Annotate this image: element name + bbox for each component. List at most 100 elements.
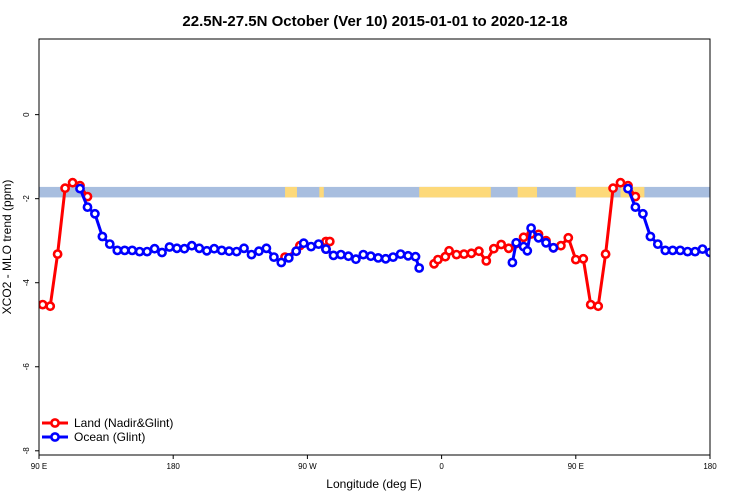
chart-title: 22.5N-27.5N October (Ver 10) 2015-01-01 … — [182, 13, 567, 30]
data-point — [682, 246, 693, 257]
data-point — [164, 242, 175, 252]
data-point — [157, 247, 167, 258]
data-point — [473, 246, 484, 257]
data-point — [373, 252, 384, 263]
data-point — [90, 208, 100, 219]
data-point — [335, 249, 346, 260]
data-point — [365, 251, 376, 262]
x-tick-label: 180 — [167, 462, 181, 471]
x-tick-label: 90 E — [31, 462, 47, 471]
data-point — [533, 232, 544, 243]
data-point — [179, 243, 190, 254]
x-tick-label: 90 E — [568, 462, 584, 471]
data-point — [253, 246, 264, 257]
data-point — [705, 247, 710, 258]
data-point — [388, 252, 398, 262]
series-line — [42, 181, 89, 308]
data-point — [104, 239, 115, 249]
series-ocean — [75, 183, 710, 273]
data-point — [395, 249, 406, 259]
y-tick-label: -4 — [22, 279, 31, 287]
data-point — [563, 232, 574, 243]
data-point — [171, 243, 182, 254]
data-point — [526, 223, 536, 233]
legend-label: Land (Nadir&Glint) — [74, 416, 173, 430]
map-land — [419, 186, 491, 198]
x-tick-label: 0 — [439, 462, 444, 471]
data-point — [149, 243, 160, 254]
data-point — [623, 183, 633, 194]
data-point — [444, 245, 454, 256]
series-line — [432, 181, 637, 308]
data-point — [556, 240, 566, 251]
data-point — [276, 257, 287, 268]
data-point — [578, 253, 589, 264]
data-point — [507, 257, 518, 268]
data-point — [608, 183, 618, 194]
data-point — [403, 250, 413, 261]
data-point — [246, 249, 257, 260]
data-point — [593, 301, 604, 312]
data-point — [488, 243, 499, 254]
legend-marker — [50, 418, 60, 428]
data-point — [313, 239, 324, 249]
data-point — [67, 177, 78, 188]
data-point — [216, 245, 227, 256]
map-land — [517, 186, 538, 198]
map-ocean — [39, 186, 710, 198]
data-point — [45, 301, 56, 312]
data-point — [630, 202, 641, 212]
data-point — [481, 255, 492, 266]
data-point — [127, 245, 138, 256]
data-point — [261, 243, 272, 254]
data-point — [134, 246, 145, 257]
data-point — [186, 240, 197, 251]
legend-item: Land (Nadir&Glint) — [42, 416, 173, 430]
data-point — [82, 202, 93, 212]
data-point — [75, 183, 85, 194]
plot-frame — [38, 38, 711, 456]
data-point — [358, 249, 369, 260]
x-axis: 90 E 180 90 W 0 90 E 180 — [31, 455, 717, 471]
data-point — [328, 250, 339, 261]
legend-label: Ocean (Glint) — [74, 430, 145, 444]
data-point — [615, 177, 626, 188]
data-point — [142, 246, 152, 257]
data-point — [231, 246, 242, 257]
data-point — [522, 245, 533, 256]
data-point — [518, 232, 529, 243]
data-point — [511, 237, 522, 248]
data-point — [645, 231, 656, 242]
series-layer — [39, 177, 710, 312]
data-point — [343, 251, 354, 262]
x-axis-label: Longitude (deg E) — [326, 477, 421, 491]
data-point — [541, 237, 551, 248]
data-point — [667, 245, 678, 256]
data-point — [600, 249, 611, 259]
y-tick-label: 0 — [22, 112, 31, 117]
map-land — [319, 186, 324, 198]
data-point — [209, 243, 220, 254]
y-tick-label: -2 — [22, 195, 31, 203]
data-point — [268, 252, 279, 262]
data-point — [52, 249, 63, 259]
series-line — [626, 188, 710, 254]
data-point — [380, 253, 391, 264]
legend: Land (Nadir&Glint)Ocean (Glint) — [42, 416, 173, 444]
data-point — [321, 244, 331, 254]
data-point — [291, 246, 302, 257]
data-point — [585, 299, 596, 310]
map-land — [285, 186, 297, 198]
data-point — [298, 238, 309, 249]
x-tick-label: 90 W — [298, 462, 317, 471]
legend-item: Ocean (Glint) — [42, 430, 145, 444]
data-point — [324, 236, 335, 247]
data-point — [451, 249, 462, 260]
data-point — [496, 239, 507, 250]
data-point — [459, 249, 469, 259]
data-point — [283, 252, 294, 263]
data-point — [548, 242, 559, 253]
data-point — [39, 299, 48, 310]
data-point — [503, 243, 514, 254]
